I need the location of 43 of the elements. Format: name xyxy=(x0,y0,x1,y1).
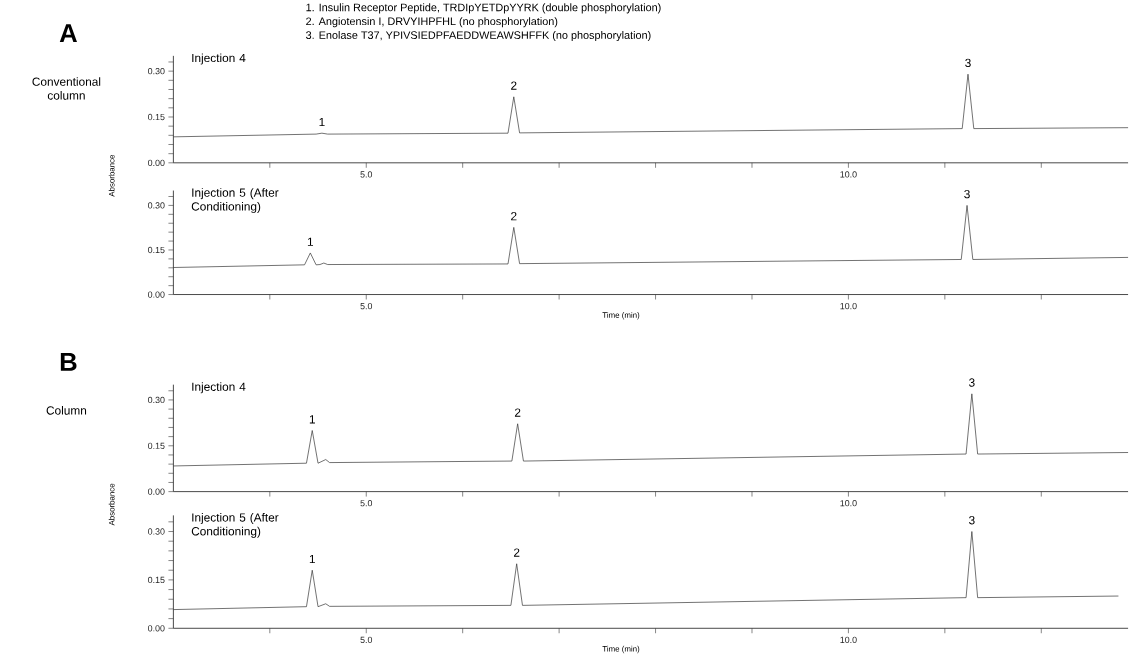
chart-title: Injection 5 (After Conditioning) xyxy=(191,188,279,214)
chart-title: Injection 5 (After Conditioning) xyxy=(191,513,279,538)
y-tick-label: 0.00 xyxy=(148,159,165,167)
annotation: 3 xyxy=(964,189,970,199)
x-tick-label: 10.0 xyxy=(840,636,857,644)
y-tick-label: 0.30 xyxy=(148,528,165,535)
x-tick-label: 5.0 xyxy=(360,171,373,178)
chart-title: Injection 4 xyxy=(192,382,246,394)
x-tick-label: 10.0 xyxy=(840,303,857,310)
text: B xyxy=(60,353,77,371)
text: 3. Enolase T37, YPIVSIEDPFAEDDWEAWSHFFK (no phosphorylation) xyxy=(306,31,651,42)
x-tick-label: 5.0 xyxy=(360,636,373,644)
annotation: 1 xyxy=(319,117,325,127)
y-tick-label: 0.30 xyxy=(148,202,165,209)
annotation: 3 xyxy=(969,516,975,525)
annotation: 2 xyxy=(511,212,517,221)
text: Column xyxy=(46,406,87,415)
y-tick-label: 0.00 xyxy=(148,488,165,495)
annotation: 1 xyxy=(309,555,315,564)
annotation: 3 xyxy=(969,378,975,387)
chart-title: Injection 4 xyxy=(192,53,246,65)
y-tick-label: 0.30 xyxy=(148,68,165,75)
text: 1. Insulin Receptor Peptide, TRDIpYETDpYYRK (double phosphorylation) xyxy=(306,3,661,14)
y-tick-label: 0.15 xyxy=(148,576,165,584)
x-tick-label: 5.0 xyxy=(360,500,373,507)
annotation: 1 xyxy=(307,237,314,246)
text: Conventional column xyxy=(32,77,101,100)
y-tick-label: 0.15 xyxy=(148,113,165,121)
x-tick-label: 10.0 xyxy=(840,500,857,507)
y-tick-label: 0.00 xyxy=(148,291,165,298)
annotation: 2 xyxy=(511,81,517,90)
y-tick-label: 0.30 xyxy=(148,396,165,404)
x-tick-label: 10.0 xyxy=(840,171,857,178)
x-tick-label: 5.0 xyxy=(360,303,373,310)
annotation: 2 xyxy=(513,548,520,557)
y-tick-label: 0.15 xyxy=(148,442,165,449)
text: 2. Angiotensin I, DRVYIHPFHL (no phosphorylation) xyxy=(306,17,558,28)
annotation: 1 xyxy=(309,415,315,424)
y-tick-label: 0.00 xyxy=(148,625,165,632)
annotation: 3 xyxy=(965,58,971,68)
text: A xyxy=(59,24,77,42)
annotation: 2 xyxy=(514,408,521,417)
y-tick-label: 0.15 xyxy=(148,246,165,254)
